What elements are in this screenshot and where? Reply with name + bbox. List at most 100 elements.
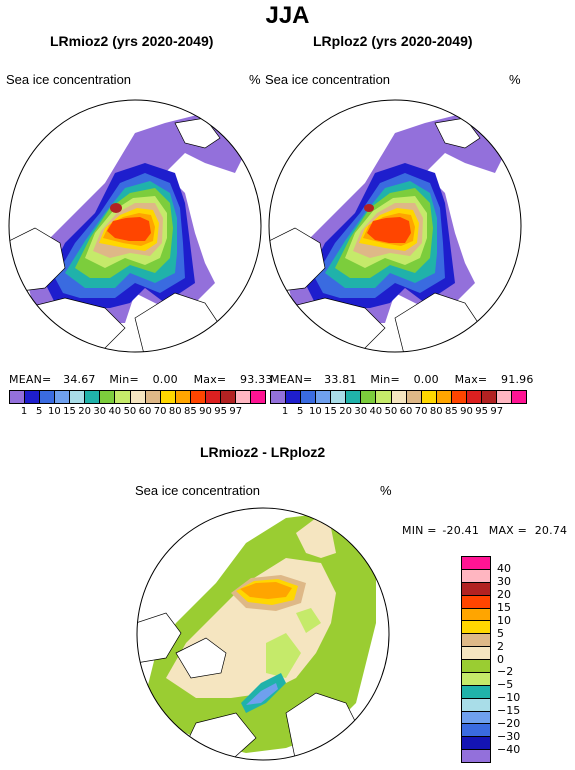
colorbar-panel-2-swatch	[512, 391, 527, 403]
colorbar-panel-2-swatch	[406, 391, 422, 403]
diff-panel-title: LRmioz2 - LRploz2	[200, 444, 326, 460]
colorbar-panel-1-swatch	[235, 391, 251, 403]
panel-1-title: LRmioz2 (yrs 2020-2049)	[50, 33, 214, 49]
panel-1-min: 0.00	[152, 373, 178, 386]
colorbar-difference-tick-label: 15	[497, 600, 511, 614]
colorbar-difference-swatch	[462, 685, 490, 699]
colorbar-panel-2-tick-label: 80	[429, 406, 443, 417]
colorbar-panel-1-tick-label: 40	[108, 406, 122, 417]
panel-2-unit: %	[509, 72, 521, 87]
colorbar-difference-swatch	[462, 711, 490, 725]
colorbar-panel-1-swatch	[205, 391, 221, 403]
diff-stats: MIN = -20.41 MAX = 20.74	[402, 524, 567, 537]
colorbar-panel-2-tick-label: 40	[369, 406, 383, 417]
diff-max: 20.74	[534, 524, 568, 537]
diff-panel-unit: %	[380, 483, 392, 498]
panel-2-mean: 33.81	[324, 373, 357, 386]
map-lrmioz2	[8, 99, 262, 353]
colorbar-panel-2-swatch	[331, 391, 347, 403]
colorbar-difference	[461, 556, 491, 763]
colorbar-panel-1-tick-label: 1	[20, 406, 28, 417]
colorbar-panel-1-tick-label: 20	[78, 406, 91, 417]
colorbar-difference-swatch	[462, 557, 490, 570]
diff-min: -20.41	[442, 524, 480, 537]
colorbar-difference-swatch	[462, 660, 490, 673]
colorbar-panel-1-swatch	[55, 391, 71, 403]
colorbar-difference-swatch	[462, 569, 490, 583]
colorbar-panel-1-tick-label: 70	[153, 406, 167, 417]
panel-2-max-label: Max=	[454, 373, 488, 386]
colorbar-panel-2-tick-label: 30	[354, 406, 368, 417]
panel-2-variable: Sea ice concentration	[265, 72, 391, 87]
colorbar-panel-2-swatch	[346, 391, 362, 403]
panel-2-stats: MEAN= 33.81 Min= 0.00 Max= 91.96	[270, 373, 534, 386]
colorbar-panel-2-swatch	[391, 391, 407, 403]
colorbar-panel-1-tick-label: 95	[214, 406, 228, 417]
colorbar-panel-1-swatch	[40, 391, 56, 403]
colorbar-panel-2-swatch	[361, 391, 377, 403]
colorbar-difference-tick-label: 30	[497, 574, 511, 588]
colorbar-difference-tick-label: −30	[497, 730, 521, 744]
panel-1-unit: %	[249, 72, 261, 87]
colorbar-panel-2-ticks: 1 5 10 15 20 30 40 50 60 70 80 85 90 95 97	[270, 406, 527, 418]
colorbar-panel-1-swatch	[145, 391, 161, 403]
colorbar-difference-swatch	[462, 698, 490, 712]
colorbar-panel-2-tick-label: 50	[384, 406, 398, 417]
colorbar-panel-1-swatch	[25, 391, 41, 403]
colorbar-difference-swatch	[462, 608, 490, 622]
colorbar-panel-2-tick-label: 15	[324, 406, 337, 417]
panel-1-min-label: Min=	[109, 373, 139, 386]
colorbar-panel-1-tick-label: 30	[93, 406, 107, 417]
colorbar-panel-2-tick-label: 95	[475, 406, 489, 417]
colorbar-difference-tick-label: 40	[497, 561, 511, 575]
colorbar-difference-tick-label: −10	[497, 691, 521, 705]
colorbar-panel-2-swatch	[496, 391, 512, 403]
panel-1-max-label: Max=	[193, 373, 227, 386]
colorbar-panel-1-swatch	[160, 391, 176, 403]
colorbar-difference-tick-label: −2	[497, 665, 514, 679]
figure-title: JJA	[265, 2, 310, 29]
colorbar-panel-1-tick-label: 80	[168, 406, 182, 417]
colorbar-panel-2-tick-label: 20	[339, 406, 352, 417]
panel-2-min: 0.00	[413, 373, 439, 386]
panel-1-stats: MEAN= 34.67 Min= 0.00 Max= 93.33	[9, 373, 273, 386]
colorbar-panel-1-swatch	[70, 391, 86, 403]
colorbar-panel-2-swatch	[316, 391, 332, 403]
colorbar-difference-swatch	[462, 737, 490, 751]
colorbar-difference-tick-label: −5	[497, 678, 514, 692]
colorbar-difference-tick-label: 10	[497, 613, 511, 627]
colorbar-panel-2-tick-label: 90	[460, 406, 473, 417]
diff-panel-variable: Sea ice concentration	[135, 483, 261, 498]
colorbar-panel-2-swatch	[451, 391, 467, 403]
colorbar-panel-1-swatch	[251, 391, 266, 403]
colorbar-panel-2-swatch	[286, 391, 302, 403]
colorbar-difference-swatch	[462, 595, 490, 609]
colorbar-difference-swatch	[462, 634, 490, 648]
colorbar-panel-1-swatch	[190, 391, 206, 403]
colorbar-difference-tick-label: 5	[497, 626, 504, 640]
colorbar-difference-tick-label: −20	[497, 717, 521, 731]
colorbar-panel-2-swatch	[271, 391, 287, 403]
panel-2-title: LRploz2 (yrs 2020-2049)	[313, 33, 473, 49]
colorbar-panel-1-swatch	[220, 391, 236, 403]
diff-max-label: MAX =	[488, 524, 528, 537]
colorbar-panel-1-swatch	[115, 391, 131, 403]
colorbar-panel-1-tick-label: 85	[184, 406, 197, 417]
colorbar-panel-1-ticks: 1 5 10 15 20 30 40 50 60 70 80 85 90 95 97	[9, 406, 266, 418]
colorbar-difference-swatch	[462, 750, 490, 762]
colorbar-panel-1-tick-label: 97	[229, 406, 243, 417]
colorbar-panel-1-swatch	[175, 391, 191, 403]
colorbar-panel-1-swatch	[10, 391, 26, 403]
colorbar-panel-2-swatch	[421, 391, 437, 403]
colorbar-difference-swatch	[462, 724, 490, 738]
colorbar-difference-tick-label: 20	[497, 587, 511, 601]
colorbar-panel-1-tick-label: 15	[63, 406, 76, 417]
colorbar-difference-swatch	[462, 582, 490, 596]
colorbar-difference-swatch	[462, 621, 490, 635]
colorbar-difference-tick-label: −40	[497, 743, 521, 757]
panel-2-mean-label: MEAN=	[270, 373, 313, 386]
colorbar-panel-1-tick-label: 5	[36, 406, 43, 417]
colorbar-difference-swatch	[462, 647, 490, 660]
colorbar-panel-1-tick-label: 90	[199, 406, 212, 417]
panel-2-max: 91.96	[501, 373, 534, 386]
